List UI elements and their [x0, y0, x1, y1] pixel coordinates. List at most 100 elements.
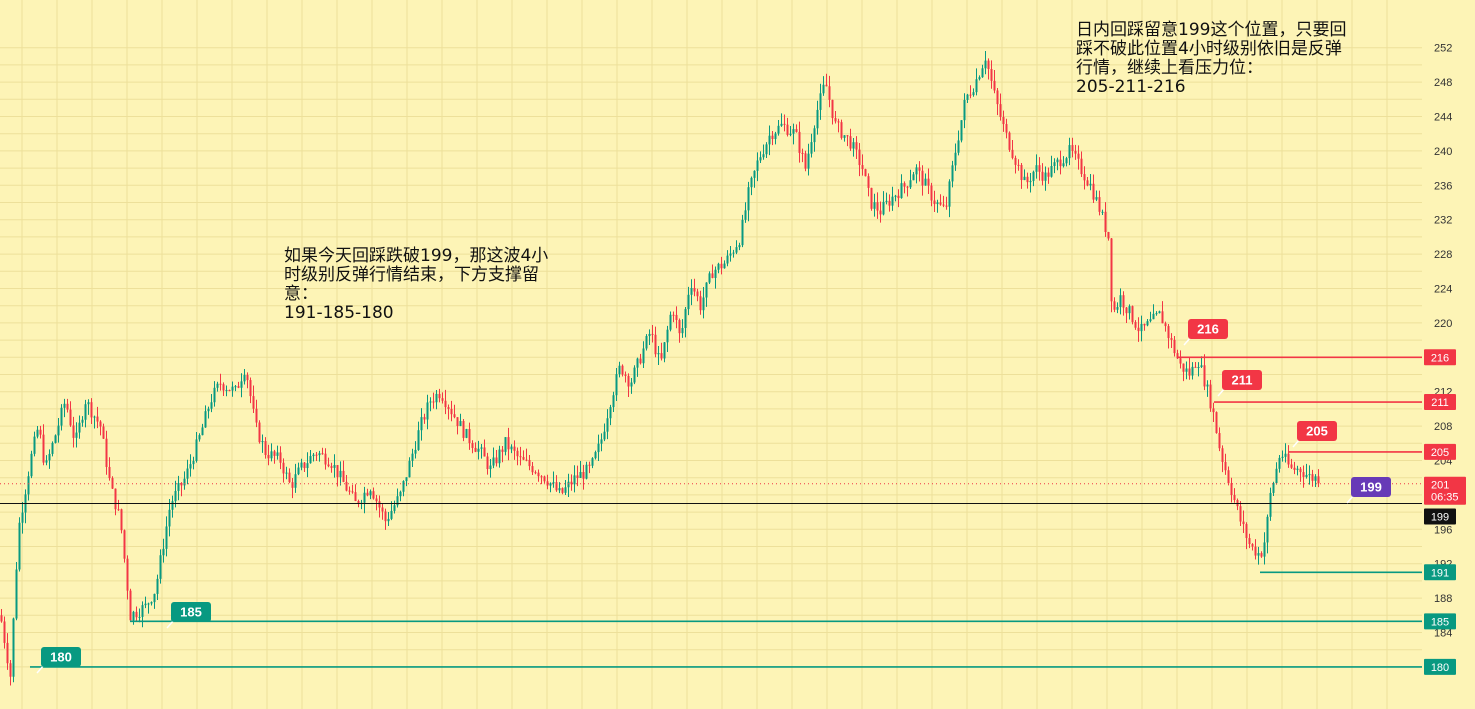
- candle-body: [243, 374, 246, 382]
- candle: [681, 319, 684, 338]
- candle-body: [1296, 468, 1299, 470]
- candle-body: [252, 396, 255, 409]
- candle: [1281, 450, 1284, 462]
- candle: [207, 406, 210, 419]
- candle: [465, 428, 468, 439]
- candle: [1218, 427, 1221, 452]
- candle: [372, 487, 375, 500]
- candle-body: [1245, 524, 1248, 539]
- candle: [1047, 167, 1050, 184]
- candle-body: [504, 437, 507, 452]
- candle-body: [582, 472, 585, 479]
- candle: [1068, 137, 1071, 166]
- candle: [1134, 320, 1137, 330]
- candle-body: [84, 404, 87, 420]
- candle-body: [1095, 197, 1098, 200]
- candle-body: [336, 465, 339, 478]
- candle: [489, 459, 492, 478]
- candle: [729, 245, 732, 262]
- candle-body: [216, 383, 219, 388]
- candle-body: [33, 436, 36, 454]
- candle: [936, 199, 939, 213]
- candle-body: [1071, 145, 1074, 151]
- candle: [564, 479, 567, 496]
- candle-body: [492, 457, 495, 466]
- candle-body: [1137, 327, 1140, 332]
- price-badge-185-text: 185: [1431, 616, 1449, 628]
- candle: [1044, 166, 1047, 191]
- candle: [660, 342, 663, 361]
- candle-body: [1002, 116, 1005, 125]
- candle-body: [936, 202, 939, 205]
- candle: [573, 465, 576, 493]
- candle-body: [816, 109, 819, 129]
- candle-body: [1020, 164, 1023, 181]
- current-price-badge-bg: [1424, 476, 1466, 505]
- candle: [1305, 463, 1308, 479]
- candle: [612, 391, 615, 412]
- candle-body: [783, 123, 786, 125]
- candle-body: [870, 187, 873, 209]
- candle-body: [1017, 164, 1020, 166]
- candle: [1149, 311, 1152, 323]
- candle: [369, 489, 372, 500]
- candle: [1233, 488, 1236, 503]
- candle-body: [441, 398, 444, 401]
- candle-body: [21, 512, 24, 523]
- candle-body: [1050, 166, 1053, 177]
- candle: [663, 342, 666, 363]
- candle: [639, 353, 642, 365]
- candle-body: [1113, 301, 1116, 310]
- candle: [276, 445, 279, 460]
- candle-body: [369, 491, 372, 496]
- candle: [1194, 361, 1197, 368]
- candle: [255, 399, 258, 428]
- candle-body: [1293, 467, 1296, 470]
- candle: [123, 529, 126, 563]
- candle: [1263, 532, 1266, 565]
- candle: [966, 93, 969, 103]
- candle: [447, 404, 450, 420]
- candle: [1158, 310, 1161, 314]
- candle-body: [726, 255, 729, 264]
- candle: [303, 462, 306, 472]
- candle-body: [3, 621, 6, 643]
- candle-body: [588, 464, 591, 466]
- candle-body: [528, 459, 531, 467]
- candle-body: [567, 481, 570, 488]
- candle: [309, 450, 312, 464]
- level-tag-205-bg: [1297, 421, 1337, 441]
- candle-body: [414, 449, 417, 454]
- candle-body: [516, 450, 519, 457]
- candle-body: [126, 558, 129, 591]
- candle: [744, 202, 747, 223]
- candle: [1182, 363, 1185, 382]
- candle: [1242, 510, 1245, 534]
- candle: [171, 495, 174, 518]
- candle: [675, 306, 678, 329]
- candle: [1200, 356, 1203, 368]
- candle: [1308, 465, 1311, 485]
- candle: [429, 397, 432, 412]
- candle-body: [192, 460, 195, 465]
- candle: [354, 484, 357, 502]
- candle-body: [408, 460, 411, 478]
- candle-body: [948, 181, 951, 207]
- candle: [759, 151, 762, 163]
- candle-body: [54, 435, 57, 443]
- candle: [942, 195, 945, 208]
- candle: [522, 450, 525, 461]
- candle-body: [135, 611, 138, 618]
- candle: [690, 279, 693, 306]
- price-badge-191-bg: [1424, 564, 1456, 581]
- candle: [57, 417, 60, 443]
- candle: [558, 482, 561, 494]
- candle: [1116, 302, 1119, 314]
- candle-body: [1260, 553, 1263, 557]
- candle: [552, 471, 555, 488]
- candle-body: [1062, 163, 1065, 167]
- candle-body: [1128, 306, 1131, 314]
- candle-body: [738, 245, 741, 248]
- candle-body: [15, 569, 18, 619]
